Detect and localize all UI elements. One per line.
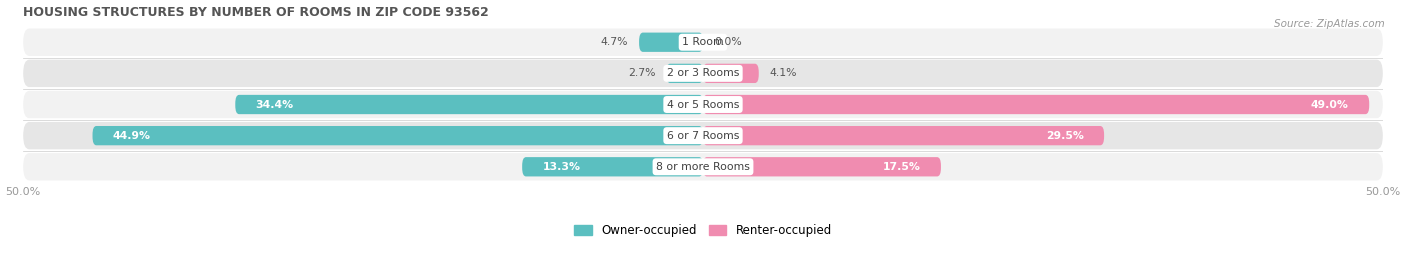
FancyBboxPatch shape [640, 33, 703, 52]
Text: 6 or 7 Rooms: 6 or 7 Rooms [666, 131, 740, 141]
FancyBboxPatch shape [235, 95, 703, 114]
Text: 4 or 5 Rooms: 4 or 5 Rooms [666, 100, 740, 109]
FancyBboxPatch shape [703, 64, 759, 83]
FancyBboxPatch shape [666, 64, 703, 83]
Text: 49.0%: 49.0% [1310, 100, 1348, 109]
FancyBboxPatch shape [22, 122, 1384, 149]
FancyBboxPatch shape [22, 29, 1384, 56]
Text: Source: ZipAtlas.com: Source: ZipAtlas.com [1274, 19, 1385, 29]
Legend: Owner-occupied, Renter-occupied: Owner-occupied, Renter-occupied [569, 220, 837, 242]
FancyBboxPatch shape [703, 95, 1369, 114]
Text: 2.7%: 2.7% [628, 68, 655, 78]
FancyBboxPatch shape [22, 153, 1384, 180]
FancyBboxPatch shape [22, 60, 1384, 87]
Text: 1 Room: 1 Room [682, 37, 724, 47]
Text: 2 or 3 Rooms: 2 or 3 Rooms [666, 68, 740, 78]
Text: 8 or more Rooms: 8 or more Rooms [657, 162, 749, 172]
FancyBboxPatch shape [22, 91, 1384, 118]
Text: 4.1%: 4.1% [769, 68, 797, 78]
FancyBboxPatch shape [522, 157, 703, 176]
Text: 29.5%: 29.5% [1046, 131, 1084, 141]
FancyBboxPatch shape [703, 157, 941, 176]
Text: 4.7%: 4.7% [600, 37, 628, 47]
Text: 17.5%: 17.5% [883, 162, 921, 172]
Text: 13.3%: 13.3% [543, 162, 581, 172]
Text: HOUSING STRUCTURES BY NUMBER OF ROOMS IN ZIP CODE 93562: HOUSING STRUCTURES BY NUMBER OF ROOMS IN… [22, 6, 489, 19]
Text: 0.0%: 0.0% [714, 37, 741, 47]
Text: 44.9%: 44.9% [112, 131, 150, 141]
FancyBboxPatch shape [93, 126, 703, 145]
FancyBboxPatch shape [703, 126, 1104, 145]
Text: 34.4%: 34.4% [256, 100, 294, 109]
